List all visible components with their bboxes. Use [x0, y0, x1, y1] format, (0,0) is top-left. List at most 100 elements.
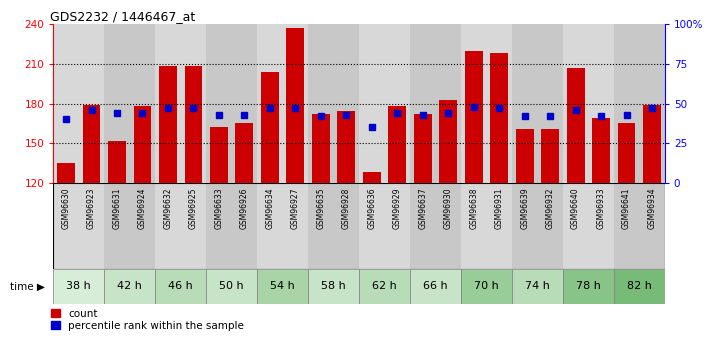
Bar — [618, 124, 636, 183]
Bar — [486, 183, 512, 269]
Text: GSM96641: GSM96641 — [622, 187, 631, 229]
Bar — [465, 51, 483, 183]
Text: 78 h: 78 h — [576, 282, 601, 291]
Bar — [53, 24, 79, 183]
Text: GSM96630: GSM96630 — [62, 187, 70, 229]
Bar — [105, 24, 129, 183]
Text: 50 h: 50 h — [220, 282, 244, 291]
Bar — [261, 72, 279, 183]
Text: GSM96637: GSM96637 — [418, 187, 427, 229]
Bar — [614, 24, 639, 183]
Bar — [129, 24, 155, 183]
Bar — [385, 24, 410, 183]
Text: GSM96933: GSM96933 — [597, 187, 606, 229]
Bar — [435, 183, 461, 269]
Bar — [639, 183, 665, 269]
Text: 82 h: 82 h — [627, 282, 652, 291]
Bar — [283, 183, 308, 269]
Bar — [486, 24, 512, 183]
Bar — [105, 183, 129, 269]
Text: 54 h: 54 h — [270, 282, 295, 291]
Bar — [359, 24, 385, 183]
Legend: count, percentile rank within the sample: count, percentile rank within the sample — [51, 309, 244, 331]
Text: 66 h: 66 h — [423, 282, 448, 291]
Bar — [53, 269, 105, 304]
Bar — [563, 24, 589, 183]
Bar — [512, 269, 563, 304]
Text: GSM96632: GSM96632 — [164, 187, 173, 229]
Bar — [308, 24, 333, 183]
Bar — [567, 68, 584, 183]
Text: 70 h: 70 h — [474, 282, 499, 291]
Bar — [512, 183, 538, 269]
Text: GSM96926: GSM96926 — [240, 187, 249, 229]
Text: GSM96932: GSM96932 — [545, 187, 555, 229]
Bar — [155, 183, 181, 269]
Bar — [410, 183, 435, 269]
Bar — [108, 140, 126, 183]
Bar — [308, 183, 333, 269]
Text: GSM96638: GSM96638 — [469, 187, 479, 229]
Text: GSM96929: GSM96929 — [392, 187, 402, 229]
Text: 46 h: 46 h — [169, 282, 193, 291]
Bar — [257, 269, 308, 304]
Bar — [388, 106, 406, 183]
Text: GSM96631: GSM96631 — [112, 187, 122, 229]
Text: time ▶: time ▶ — [11, 282, 46, 291]
Bar — [333, 24, 359, 183]
Bar — [439, 100, 457, 183]
Bar — [181, 24, 206, 183]
Bar — [359, 183, 385, 269]
Bar — [232, 24, 257, 183]
Text: GSM96931: GSM96931 — [495, 187, 503, 229]
Bar — [363, 172, 380, 183]
Bar — [232, 183, 257, 269]
Bar — [333, 183, 359, 269]
Bar — [410, 269, 461, 304]
Text: GDS2232 / 1446467_at: GDS2232 / 1446467_at — [50, 10, 196, 23]
Bar — [614, 183, 639, 269]
Bar — [461, 24, 486, 183]
Bar — [206, 183, 232, 269]
Text: GSM96934: GSM96934 — [648, 187, 656, 229]
Text: GSM96635: GSM96635 — [316, 187, 326, 229]
Bar — [79, 183, 105, 269]
Bar — [210, 127, 228, 183]
Bar — [512, 24, 538, 183]
Bar — [155, 24, 181, 183]
Text: GSM96927: GSM96927 — [291, 187, 300, 229]
Bar — [312, 114, 330, 183]
Bar — [461, 269, 512, 304]
Bar — [257, 24, 283, 183]
Bar — [105, 269, 155, 304]
Bar — [53, 183, 79, 269]
Text: GSM96639: GSM96639 — [520, 187, 529, 229]
Bar — [639, 24, 665, 183]
Bar — [410, 24, 435, 183]
Text: GSM96928: GSM96928 — [342, 187, 351, 228]
Bar — [257, 183, 283, 269]
Bar — [129, 183, 155, 269]
Text: GSM96634: GSM96634 — [265, 187, 274, 229]
Bar — [359, 269, 410, 304]
Bar — [461, 183, 486, 269]
Bar — [79, 24, 105, 183]
Bar — [181, 183, 206, 269]
Bar — [435, 24, 461, 183]
Bar — [235, 124, 253, 183]
Bar — [538, 183, 563, 269]
Text: GSM96633: GSM96633 — [215, 187, 223, 229]
Text: GSM96636: GSM96636 — [368, 187, 376, 229]
Text: GSM96925: GSM96925 — [189, 187, 198, 229]
Bar — [541, 129, 559, 183]
Text: GSM96924: GSM96924 — [138, 187, 147, 229]
Bar — [57, 163, 75, 183]
Text: GSM96923: GSM96923 — [87, 187, 96, 229]
Bar — [589, 24, 614, 183]
Bar — [283, 24, 308, 183]
Bar — [134, 106, 151, 183]
Bar — [643, 105, 661, 183]
Text: 74 h: 74 h — [525, 282, 550, 291]
Bar — [159, 67, 177, 183]
Bar — [338, 111, 356, 183]
